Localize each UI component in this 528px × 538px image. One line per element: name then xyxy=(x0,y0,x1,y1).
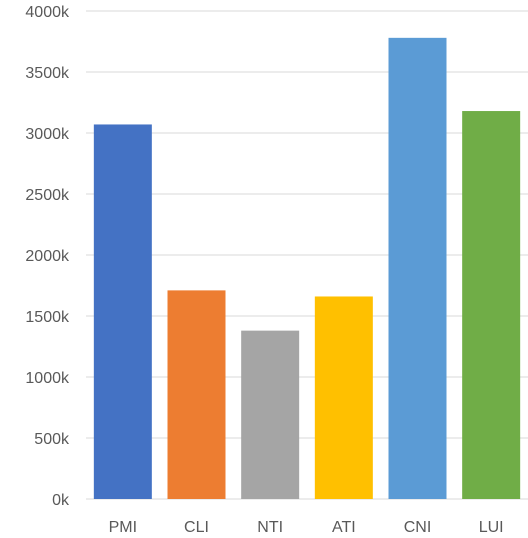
y-axis: 0k 500k 1000k 1500k 2000k 2500k 3000k 3500k 4000… xyxy=(25,4,70,509)
y-tick-label-6: 3000k xyxy=(25,126,70,143)
gridlines xyxy=(86,10,528,500)
y-tick-label-8: 4000k xyxy=(25,4,70,21)
x-tick-label-cni: CNI xyxy=(404,519,432,536)
bar-nti xyxy=(241,330,300,499)
y-tick-label-4: 2000k xyxy=(25,248,70,265)
y-tick-label-7: 3500k xyxy=(25,65,70,82)
y-tick-label-0: 0k xyxy=(52,492,70,509)
bars xyxy=(93,37,521,500)
bar-lui xyxy=(462,111,521,499)
bar-cli xyxy=(167,290,226,499)
y-tick-label-3: 1500k xyxy=(25,309,70,326)
x-tick-label-cli: CLI xyxy=(184,519,209,536)
y-tick-label-1: 500k xyxy=(34,431,70,448)
bar-pmi xyxy=(93,124,152,500)
x-tick-label-pmi: PMI xyxy=(109,519,137,536)
bar-cni xyxy=(388,37,447,500)
x-tick-label-ati: ATI xyxy=(332,519,356,536)
bar-ati xyxy=(314,296,373,499)
x-tick-label-nti: NTI xyxy=(257,519,283,536)
y-tick-label-2: 1000k xyxy=(25,370,70,387)
y-tick-label-5: 2500k xyxy=(25,187,70,204)
x-axis: PMI CLI NTI ATI CNI LUI xyxy=(109,519,504,536)
x-tick-label-lui: LUI xyxy=(479,519,504,536)
